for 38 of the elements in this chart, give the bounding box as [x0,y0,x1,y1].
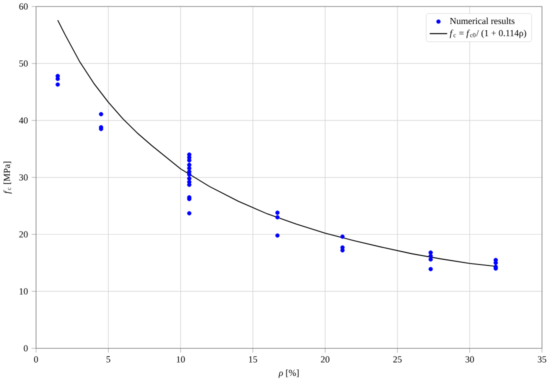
x-tick-label: 25 [393,356,402,362]
point [275,233,280,238]
y-tick-label: 60 [19,3,28,10]
point [494,260,498,265]
point [187,182,192,187]
point [187,211,192,216]
point [428,257,433,262]
x-tick-label: 10 [176,356,185,362]
x-tick-label: 15 [249,356,258,362]
point [56,82,60,87]
y-axis-title: f$_{c}$ [MPa] [3,162,12,194]
y-tick-label: 30 [19,174,28,180]
x-axis-title: ρ [%] [278,369,299,378]
y-tick-label: 50 [19,60,28,66]
legend-label: Numerical results [450,18,515,24]
point [275,210,280,215]
y-tick-label: 40 [19,117,28,124]
point [428,254,433,258]
point [187,162,192,167]
point [340,234,345,239]
point [340,248,345,252]
x-tick-label: 35 [538,356,546,362]
legend-label: f$_{c}$ = f$_{c0}$/ (1 + 0.114ρ) [450,30,526,38]
point [56,76,60,81]
point [98,112,104,116]
point [187,166,192,170]
x-tick-label: 5 [106,356,110,362]
point [187,176,192,181]
x-tick-label: 0 [34,356,38,362]
x-tick-label: 20 [320,356,330,362]
point [275,215,280,220]
y-tick-label: 20 [19,231,28,238]
y-tick-label: 0 [24,345,28,352]
point [428,250,433,255]
point [428,266,433,272]
x-tick-label: 30 [466,356,474,362]
point [187,158,192,162]
y-tick-label: 10 [20,288,28,294]
